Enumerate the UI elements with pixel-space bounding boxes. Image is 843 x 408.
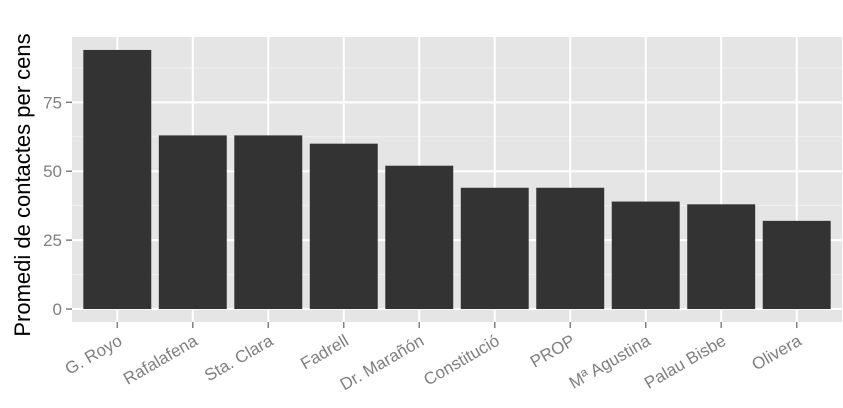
bar	[234, 135, 303, 310]
y-tick-label: 0	[53, 300, 62, 319]
x-tick-label: G. Royo	[62, 331, 126, 379]
bar	[158, 135, 227, 310]
bars	[83, 49, 831, 310]
x-tick-label: Sta. Clara	[201, 331, 276, 386]
x-tick-label: Rafalafena	[120, 331, 201, 389]
y-tick-label: 50	[43, 162, 62, 181]
y-axis: 0 25 50 75	[43, 93, 72, 319]
x-tick-label: PROP	[527, 331, 578, 372]
x-tick-label: Fadrell	[297, 331, 352, 373]
bar	[762, 220, 831, 310]
bar	[460, 187, 529, 310]
x-tick-label: Palau Bisbe	[641, 331, 729, 393]
x-tick-label: Olivera	[749, 331, 806, 375]
x-tick-label: Constitució	[420, 331, 502, 390]
bar	[611, 201, 680, 310]
bar	[536, 187, 605, 310]
bar	[309, 143, 378, 310]
x-tick-label: Mª Agustina	[566, 331, 654, 393]
y-tick-label: 75	[43, 93, 62, 112]
y-tick-label: 25	[43, 231, 62, 250]
bar	[83, 49, 152, 310]
y-axis-title: Promedi de contactes per cens	[10, 33, 35, 336]
bar	[385, 165, 454, 310]
x-tick-label: Dr. Marañón	[337, 331, 428, 394]
bar	[687, 204, 756, 310]
